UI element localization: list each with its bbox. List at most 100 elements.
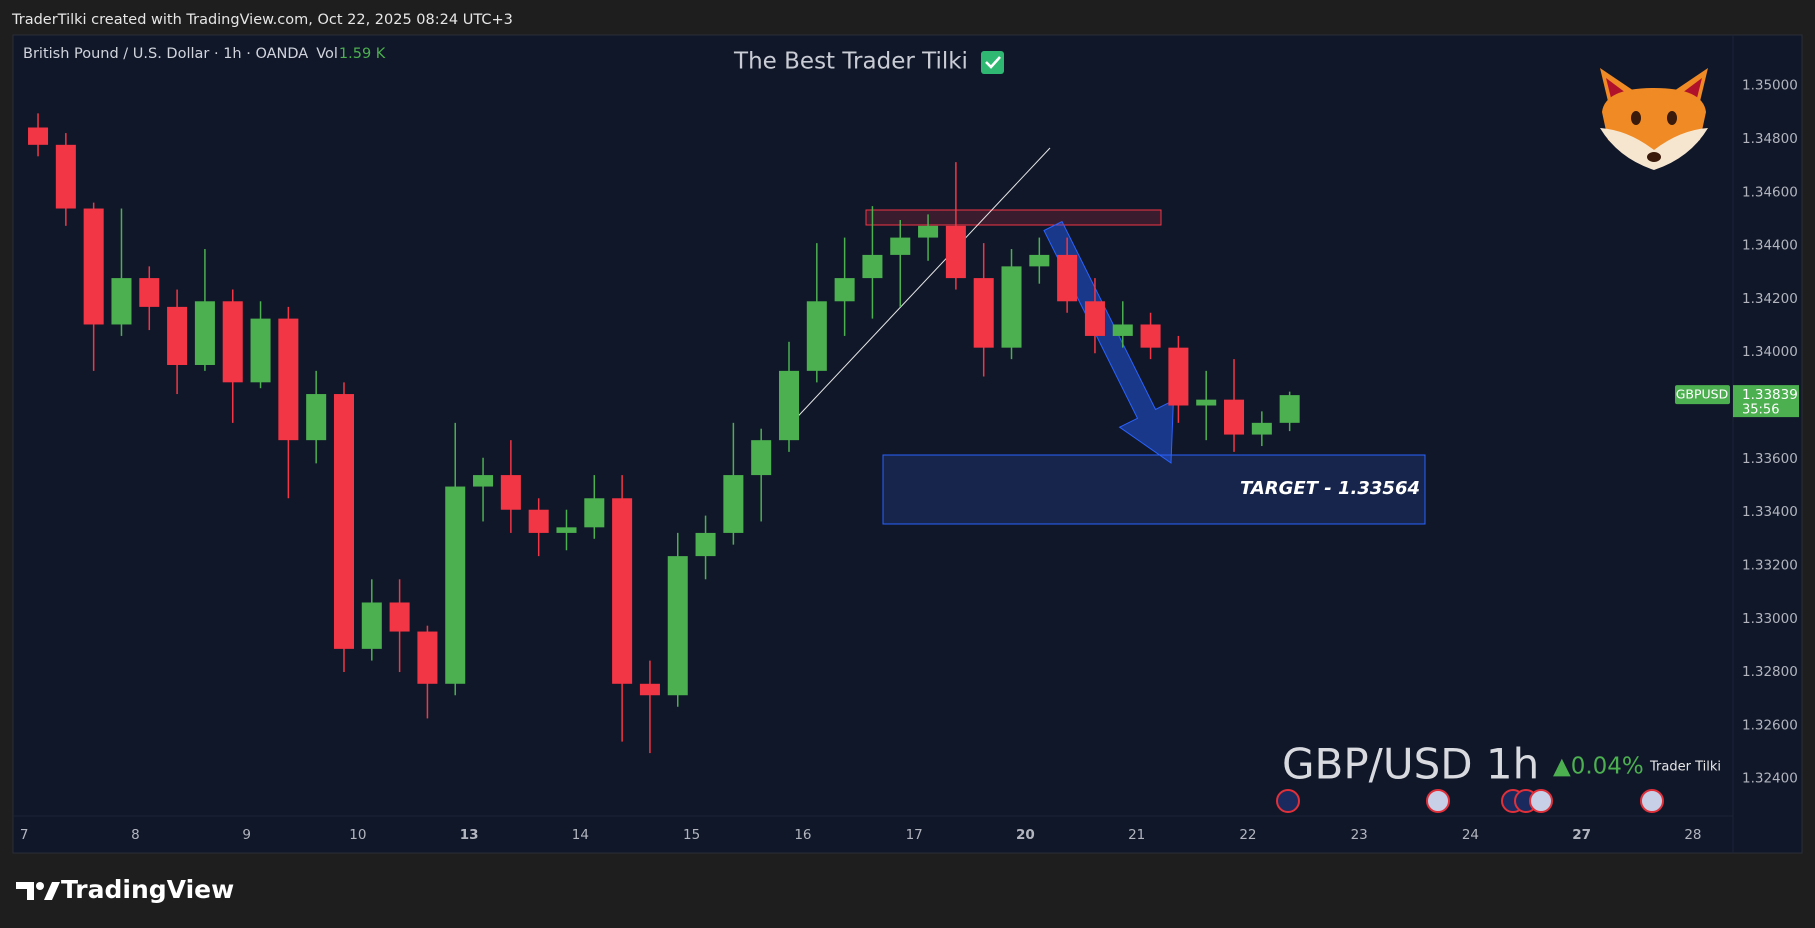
resistance-zone — [865, 209, 1162, 226]
symbol-label-box — [1675, 385, 1730, 405]
x-tick-label: 15 — [683, 827, 700, 843]
candle-body — [973, 278, 994, 348]
check-icon — [981, 51, 1004, 74]
candle-body — [528, 509, 549, 533]
candle-body — [333, 394, 354, 649]
y-tick-label: 1.34400 — [1742, 238, 1798, 254]
candle-body — [890, 237, 911, 255]
candle-body — [111, 278, 132, 325]
footer-logo: TradingView — [61, 875, 234, 904]
candle-body — [1001, 266, 1022, 348]
x-tick-label: 28 — [1684, 827, 1701, 843]
author: Trader Tilki — [1649, 760, 1721, 775]
candle-body — [1251, 422, 1272, 435]
candle-body — [1279, 395, 1300, 423]
candle-body — [584, 498, 605, 528]
y-tick-label: 1.32400 — [1742, 771, 1798, 787]
chart-title: The Best Trader Tilki — [733, 49, 968, 75]
y-tick-label: 1.35000 — [1742, 78, 1798, 94]
y-tick-label: 1.33000 — [1742, 611, 1798, 627]
legend-volume: 1.59 K — [339, 46, 386, 62]
candle-body — [918, 225, 939, 238]
x-tick-label: 17 — [906, 827, 923, 843]
chart-frame — [12, 34, 1803, 854]
candle-body — [194, 301, 215, 365]
y-tick-label: 1.33200 — [1742, 557, 1798, 573]
candle-body — [361, 602, 382, 649]
candle-body — [1140, 324, 1161, 348]
candle-body — [806, 301, 827, 371]
candle-body — [1112, 324, 1133, 336]
candle-body — [222, 301, 243, 383]
y-tick-label: 1.34000 — [1742, 344, 1798, 360]
change: ▲0.04% — [1553, 754, 1644, 780]
x-tick-label: 9 — [242, 827, 251, 843]
candle-body — [306, 394, 327, 441]
candle-body — [612, 498, 633, 684]
candle-body — [55, 144, 76, 209]
x-tick-label: 16 — [794, 827, 811, 843]
candle-body — [28, 127, 49, 145]
candle-body — [445, 486, 466, 684]
candle-body — [639, 683, 660, 696]
x-tick-label: 27 — [1572, 827, 1591, 843]
legend-volume-label: Vol — [316, 46, 338, 62]
symbol-label: GBPUSD — [1676, 387, 1729, 402]
y-tick-label: 1.34600 — [1742, 184, 1798, 200]
x-tick-label: 14 — [572, 827, 589, 843]
x-tick-label: 20 — [1016, 827, 1035, 843]
y-tick-label: 1.32600 — [1742, 717, 1798, 733]
candle-body — [417, 631, 438, 684]
x-tick-label: 10 — [349, 827, 366, 843]
check-mark — [985, 56, 1001, 69]
tradingview-logo-icon — [16, 882, 60, 900]
target-zone — [882, 454, 1426, 525]
candle-body — [167, 306, 188, 365]
candle-body — [500, 475, 521, 510]
y-tick-label: 1.33400 — [1742, 504, 1798, 520]
candle-body — [723, 475, 744, 533]
candle-body — [250, 318, 271, 383]
candle-body — [473, 475, 494, 487]
candle-body — [1196, 399, 1217, 406]
candle-body — [1224, 399, 1245, 435]
candle-body — [667, 556, 688, 696]
x-tick-label: 13 — [460, 827, 479, 843]
y-tick-label: 1.33600 — [1742, 451, 1798, 467]
x-tick-label: 8 — [131, 827, 140, 843]
x-tick-label: 24 — [1462, 827, 1479, 843]
y-tick-label: 1.34800 — [1742, 131, 1798, 147]
candle-body — [862, 254, 883, 279]
candle-body — [778, 370, 800, 441]
y-tick-label: 1.32800 — [1742, 664, 1798, 680]
candle-body — [1084, 301, 1105, 336]
event-flags — [1276, 789, 1664, 813]
fox-icon — [1600, 68, 1708, 170]
target-label: TARGET - 1.33564 — [1240, 478, 1420, 499]
candle-body — [751, 440, 772, 476]
plot-area — [28, 113, 1300, 754]
trend-line — [786, 147, 1051, 429]
candle-body — [695, 532, 716, 557]
x-tick-label: 21 — [1128, 827, 1145, 843]
candle-body — [278, 318, 299, 441]
candle-body — [1057, 254, 1078, 302]
candle-body — [556, 527, 577, 533]
candle-body — [945, 225, 966, 279]
last-price: 1.33839 — [1742, 387, 1798, 403]
candle-body — [834, 278, 855, 302]
candle-body — [1029, 254, 1050, 267]
candle-body — [1168, 347, 1189, 406]
x-tick-label: 22 — [1239, 827, 1256, 843]
candle-body — [83, 208, 104, 325]
header-caption: TraderTilki created with TradingView.com… — [11, 12, 513, 28]
countdown: 35:56 — [1742, 403, 1779, 418]
last-price-box — [1733, 385, 1799, 418]
y-tick-label: 1.34200 — [1742, 291, 1798, 307]
legend-symbol: British Pound / U.S. Dollar · 1h · OANDA — [23, 46, 308, 62]
candle-body — [139, 278, 160, 307]
x-tick-label: 23 — [1351, 827, 1368, 843]
candle-body — [389, 602, 410, 632]
